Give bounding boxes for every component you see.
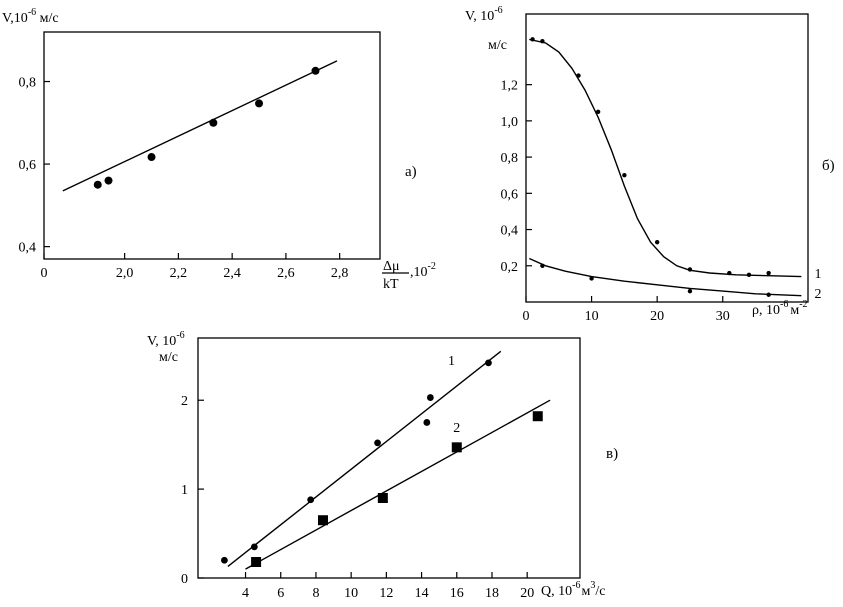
chart-c-panel-label: в)	[606, 446, 618, 462]
chart-b-y-tick-label: 0,4	[501, 224, 519, 239]
chart-b-x-tick-label: 0	[523, 309, 530, 324]
chart-c-y-tick-label: 2	[181, 394, 188, 409]
chart-b-x-tick-label: 10	[585, 309, 599, 324]
chart-a-x-tick-label: 2,6	[277, 266, 295, 281]
chart-c-x-tick-label: 10	[344, 586, 358, 601]
chart-a-fit-line-1	[62, 60, 338, 192]
chart-a-y-tick-label: 0,6	[19, 158, 37, 173]
chart-b-x-tick-label: 30	[716, 309, 730, 324]
chart-c-y-tick-label: 0	[181, 572, 188, 587]
chart-b-fit-line-2	[529, 257, 802, 297]
chart-a-x-tick-label: 2,4	[223, 266, 241, 281]
chart-c-x-tick-label: 12	[379, 586, 393, 601]
chart-c-series-1-point	[426, 394, 434, 401]
chart-b-ylabel-unit: м/с	[488, 38, 507, 53]
chart-a-x-tick-label: 2,2	[170, 266, 188, 281]
chart-a-frame	[43, 31, 381, 260]
chart-b-series-1-point	[622, 173, 627, 178]
chart-b-series-1-point	[595, 109, 601, 115]
chart-a-y-tick-label: 0,8	[19, 76, 37, 91]
chart-a: 0 2,0 2,2 2,4 2,6 2,80,40,60,8 V,10-6 м/с Δμ …	[2, 7, 436, 292]
chart-b-y-tick-label: 0,2	[501, 260, 519, 275]
chart-a-series-1-point	[209, 118, 218, 127]
chart-b-series-1-point	[530, 37, 535, 42]
chart-c-series-1-point	[250, 543, 258, 551]
chart-c-y-tick-label: 1	[181, 483, 188, 498]
chart-a-xlabel-denominator: kT	[383, 277, 399, 292]
chart-c-x-tick-label: 6	[277, 586, 284, 601]
chart-b-y-tick-label: 1,0	[501, 115, 519, 130]
chart-b-series-1-point	[687, 267, 693, 272]
chart-a-xlabel-units: ,10-2	[410, 261, 436, 280]
chart-a-x-tick-label: 2,8	[331, 266, 349, 281]
chart-a-series-1-point	[147, 153, 156, 162]
chart-b-series-2-point	[766, 292, 771, 297]
chart-b-x-tick-label: 20	[650, 309, 664, 324]
chart-c-x-tick-label: 16	[450, 586, 464, 601]
chart-b-frame	[525, 13, 809, 303]
chart-b-series-1-point	[540, 38, 545, 44]
chart-c-x-tick-label: 14	[415, 586, 429, 601]
chart-c-series-1-point	[423, 419, 431, 426]
chart-b-fit-line-1	[529, 38, 802, 278]
chart-b-series-1-point	[654, 240, 660, 245]
chart-c-series-1-point	[307, 496, 315, 504]
chart-b-series-2-point	[687, 288, 693, 294]
chart-c-fit-line-1	[227, 350, 502, 567]
chart-b-series-1-point	[576, 73, 581, 78]
chart-c-series-1-point	[221, 556, 228, 564]
chart-b-y-tick-label: 0,6	[501, 187, 519, 202]
chart-b-y-tick-label: 0,8	[501, 151, 519, 166]
chart-c-series-1-point	[485, 359, 492, 367]
chart-c-series-2-point	[377, 493, 388, 503]
chart-a-series-1-point	[255, 99, 264, 108]
chart-a-x-tick-label: 0	[41, 266, 48, 281]
chart-a-xlabel-numerator: Δμ	[383, 259, 400, 274]
chart-b-series-2-point	[589, 276, 594, 281]
chart-b-series-1-point	[766, 270, 771, 276]
chart-c-x-tick-label: 20	[520, 586, 534, 601]
chart-b: 0 10 20 300,20,40,60,81,01,212 V, 10-6 м/с …	[465, 5, 835, 324]
chart-c-series-label-2: 2	[453, 421, 460, 436]
chart-a-series-1-point	[311, 66, 320, 75]
chart-a-y-tick-label: 0,4	[19, 241, 37, 256]
chart-c-x-tick-label: 8	[312, 586, 319, 601]
chart-c-series-2-point	[251, 557, 262, 567]
chart-a-series-1-point	[104, 176, 113, 185]
chart-b-marks: 0 10 20 30 0,2 0,4 0,6 0,8 1,0 1,2 1 2	[501, 37, 822, 324]
chart-b-series-2-point	[540, 263, 545, 268]
chart-a-x-tick-label: 2,0	[116, 266, 134, 281]
chart-b-xlabel: ρ, 10-6 м-2	[752, 299, 808, 318]
chart-b-series-label-2: 2	[815, 287, 822, 302]
chart-c-series-1-point	[374, 439, 381, 447]
chart-b-y-tick-label: 1,2	[501, 79, 519, 94]
chart-a-panel-label: а)	[405, 164, 417, 180]
chart-c-series-2-point	[451, 442, 462, 453]
chart-c-frame	[197, 337, 581, 579]
chart-a-ylabel: V,10-6 м/с	[2, 7, 59, 26]
chart-c-x-tick-label: 18	[485, 586, 499, 601]
chart-c-series-2-point	[532, 411, 543, 422]
chart-a-marks: 0 2,0 2,2 2,4 2,6 2,8 0,4 0,6 0,8	[19, 60, 349, 281]
chart-b-series-1-point	[727, 270, 732, 276]
chart-b-ylabel: V, 10-6	[465, 5, 503, 24]
chart-c-ylabel-unit: м/с	[159, 350, 178, 365]
chart-c-xlabel: Q, 10-6м3/с	[541, 580, 605, 599]
chart-c-fit-line-2	[245, 399, 551, 570]
chart-c-x-tick-label: 4	[242, 586, 249, 601]
chart-a-series-1-point	[93, 180, 102, 189]
chart-c-ylabel: V, 10-6	[147, 330, 185, 349]
chart-b-panel-label: б)	[822, 158, 835, 174]
chart-c-series-2-point	[317, 515, 328, 526]
chart-b-series-label-1: 1	[815, 267, 822, 282]
chart-b-series-1-point	[746, 272, 752, 278]
chart-c-series-label-1: 1	[448, 354, 455, 369]
